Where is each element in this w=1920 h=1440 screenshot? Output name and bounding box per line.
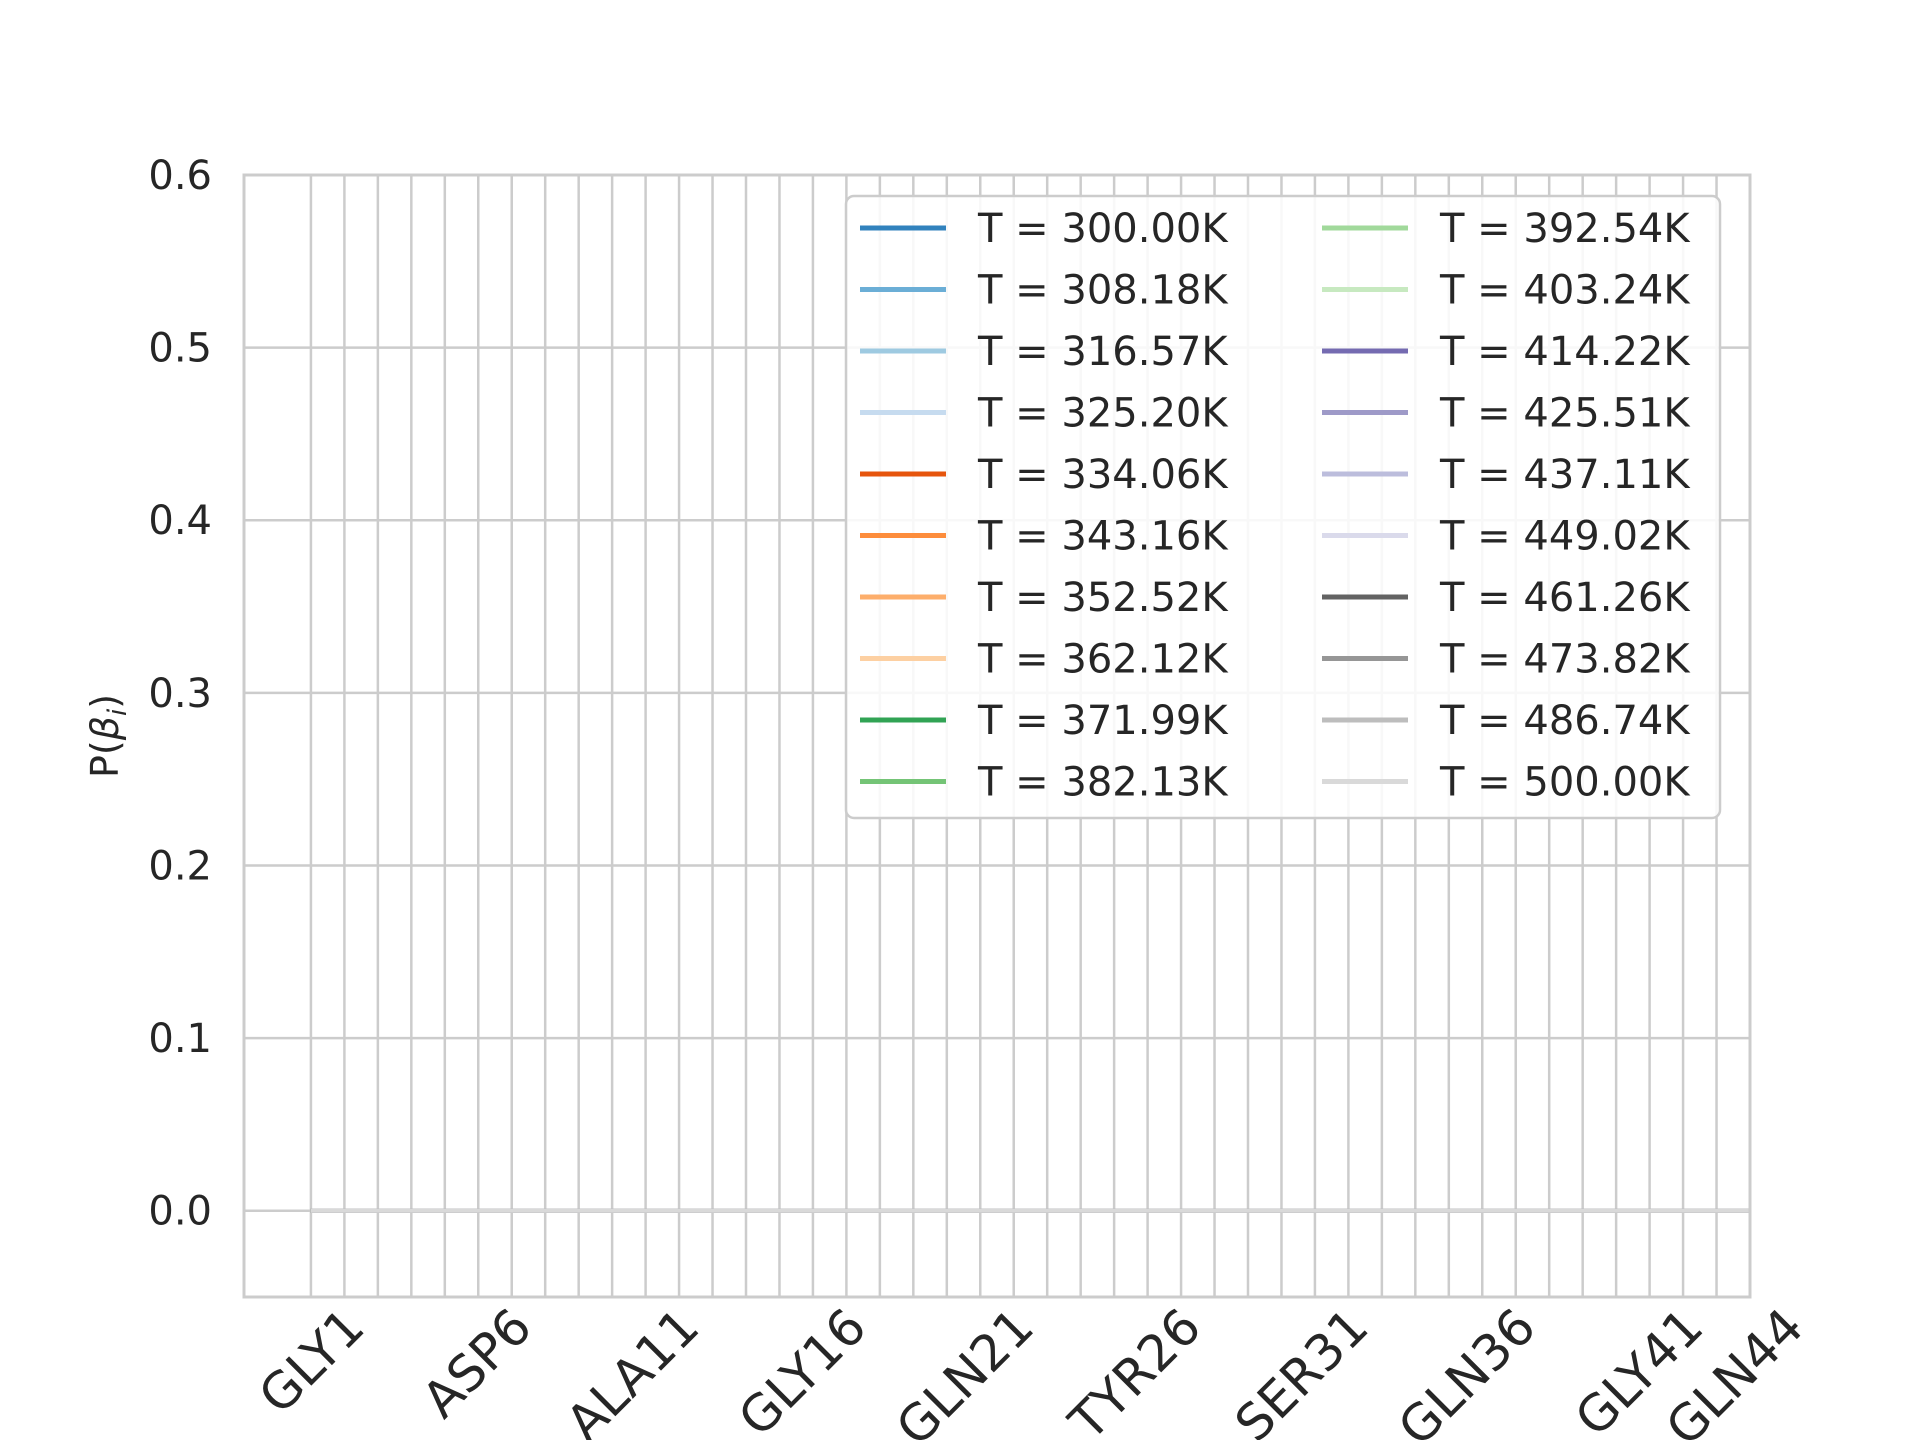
- legend-entry: T = 316.57K: [977, 329, 1229, 375]
- x-tick-label: ALA11: [555, 1297, 710, 1440]
- legend-entry: T = 473.82K: [1439, 637, 1691, 683]
- x-tick-label: GLN36: [1387, 1297, 1547, 1440]
- y-tick-label: 0.4: [148, 498, 212, 544]
- plot-frame: [242, 173, 1752, 1299]
- x-tick-label: TYR26: [1058, 1297, 1212, 1440]
- legend-entry: T = 382.13K: [977, 760, 1229, 806]
- legend-entry: T = 437.11K: [1439, 452, 1691, 498]
- x-tick-label: SER31: [1224, 1297, 1379, 1440]
- legend-entry: T = 403.24K: [1439, 268, 1691, 314]
- y-tick-label: 0.2: [148, 843, 212, 889]
- legend-entry: T = 325.20K: [977, 391, 1229, 437]
- y-tick-label: 0.1: [148, 1016, 212, 1062]
- legend-entry: T = 461.26K: [1439, 575, 1691, 621]
- x-tick-label: GLN21: [885, 1297, 1045, 1440]
- legend-entry: T = 308.18K: [977, 268, 1229, 314]
- x-tick-label: GLY1: [248, 1297, 376, 1425]
- y-axis-label: P(βi): [83, 694, 133, 778]
- legend-entry: T = 352.52K: [977, 575, 1229, 621]
- y-tick-labels: 0.0 0.1 0.2 0.3 0.4 0.5 0.6: [148, 153, 212, 1235]
- y-tick-label: 0.0: [148, 1189, 212, 1235]
- legend-entry: T = 449.02K: [1439, 514, 1691, 560]
- legend-entry: T = 486.74K: [1439, 698, 1691, 744]
- y-tick-label: 0.3: [148, 671, 212, 717]
- y-tick-label: 0.5: [148, 326, 212, 372]
- legend-entry: T = 343.16K: [977, 514, 1229, 560]
- legend-entry: T = 414.22K: [1439, 329, 1691, 375]
- x-tick-label: ASP6: [411, 1297, 542, 1428]
- legend-entry: T = 362.12K: [977, 637, 1229, 683]
- legend-entry: T = 425.51K: [1439, 391, 1691, 437]
- legend-box: [844, 194, 1722, 820]
- legend: T = 300.00K T = 308.18K T = 316.57K T = 325…: [844, 194, 1722, 820]
- x-tick-labels: GLY1 ASP6 ALA11 GLY16 GLN21 TYR26 SER31 GLN36 GL…: [248, 1297, 1815, 1440]
- legend-entry: T = 371.99K: [977, 698, 1229, 744]
- legend-entry: T = 500.00K: [1439, 760, 1691, 806]
- x-tick-label: GLY16: [727, 1297, 877, 1440]
- legend-entry: T = 300.00K: [977, 206, 1229, 252]
- legend-entry: T = 334.06K: [977, 452, 1229, 498]
- legend-entry: T = 392.54K: [1439, 206, 1691, 252]
- y-tick-label: 0.6: [148, 153, 212, 199]
